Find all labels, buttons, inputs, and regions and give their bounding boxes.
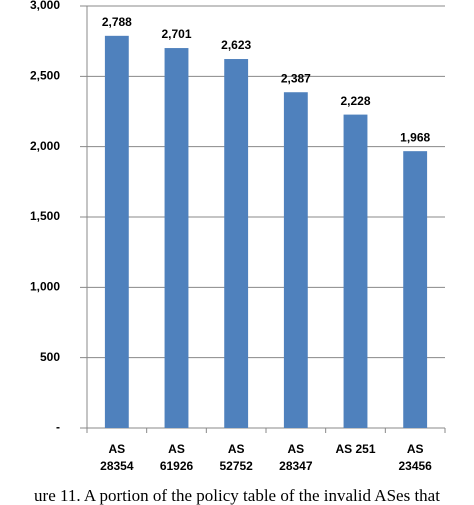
value-label: 2,387 [281, 71, 311, 85]
y-tick-label: 2,500 [30, 69, 60, 83]
bar [164, 48, 189, 429]
bar [283, 92, 308, 428]
x-tick-label: AS 28347 [279, 442, 313, 473]
y-tick-label: 2,000 [30, 139, 60, 153]
x-tick-label: AS 28354 [100, 442, 134, 473]
x-tick-label: AS 61926 [160, 442, 194, 473]
x-tick-label: AS 23456 [398, 442, 432, 473]
x-tick-label: AS 251 [335, 442, 375, 456]
bar [104, 35, 129, 428]
value-label: 2,623 [221, 38, 251, 52]
y-tick-label: 500 [40, 350, 60, 364]
y-tick-label: - [56, 420, 60, 434]
bar [343, 114, 368, 428]
y-tick-label: 3,000 [30, 0, 60, 12]
x-tick-label: AS 52752 [219, 442, 253, 473]
bar [224, 59, 249, 428]
y-tick-label: 1,500 [30, 209, 60, 223]
caption: ure 11. A portion of the policy table of… [34, 486, 440, 505]
value-label: 2,788 [102, 15, 132, 29]
value-label: 2,228 [340, 94, 370, 108]
bar [403, 151, 428, 428]
value-label: 2,701 [161, 27, 191, 41]
value-label: 1,968 [400, 130, 430, 144]
y-tick-label: 1,000 [30, 280, 60, 294]
